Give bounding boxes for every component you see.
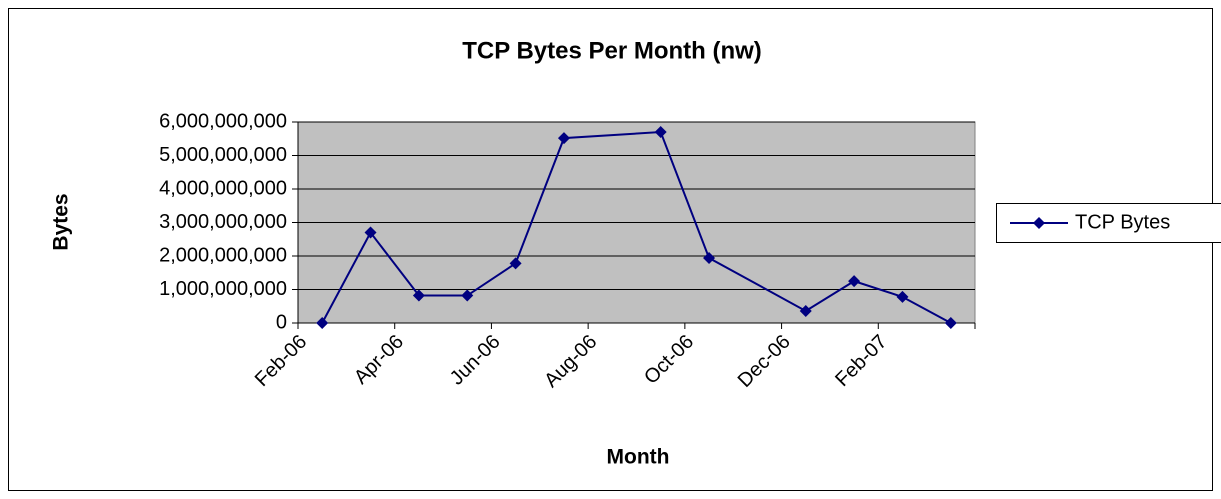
marker	[654, 126, 667, 139]
chart-title: TCP Bytes Per Month (nw)	[462, 37, 762, 64]
marker	[799, 304, 812, 317]
y-tick-label: 0	[276, 311, 287, 333]
marker	[461, 289, 474, 302]
y-axis-label: Bytes	[50, 193, 73, 250]
y-tick-label: 6,000,000,000	[159, 110, 287, 132]
marker	[557, 132, 570, 145]
marker	[944, 317, 957, 329]
y-tick-label: 5,000,000,000	[159, 144, 287, 166]
marker	[316, 317, 329, 329]
legend-label: TCP Bytes	[1075, 211, 1170, 233]
line	[321, 131, 952, 324]
y-tick-label: 3,000,000,000	[159, 211, 287, 233]
marker	[509, 257, 522, 270]
y-tick-label: 2,000,000,000	[159, 244, 287, 266]
marker	[703, 252, 716, 265]
legend-marker	[1033, 217, 1045, 229]
marker	[364, 226, 377, 239]
marker	[896, 290, 909, 303]
marker	[848, 275, 861, 288]
x-axis-label: Month	[607, 446, 670, 469]
marker	[412, 289, 425, 302]
y-tick-label: 1,000,000,000	[159, 278, 287, 300]
y-tick-label: 4,000,000,000	[159, 177, 287, 199]
